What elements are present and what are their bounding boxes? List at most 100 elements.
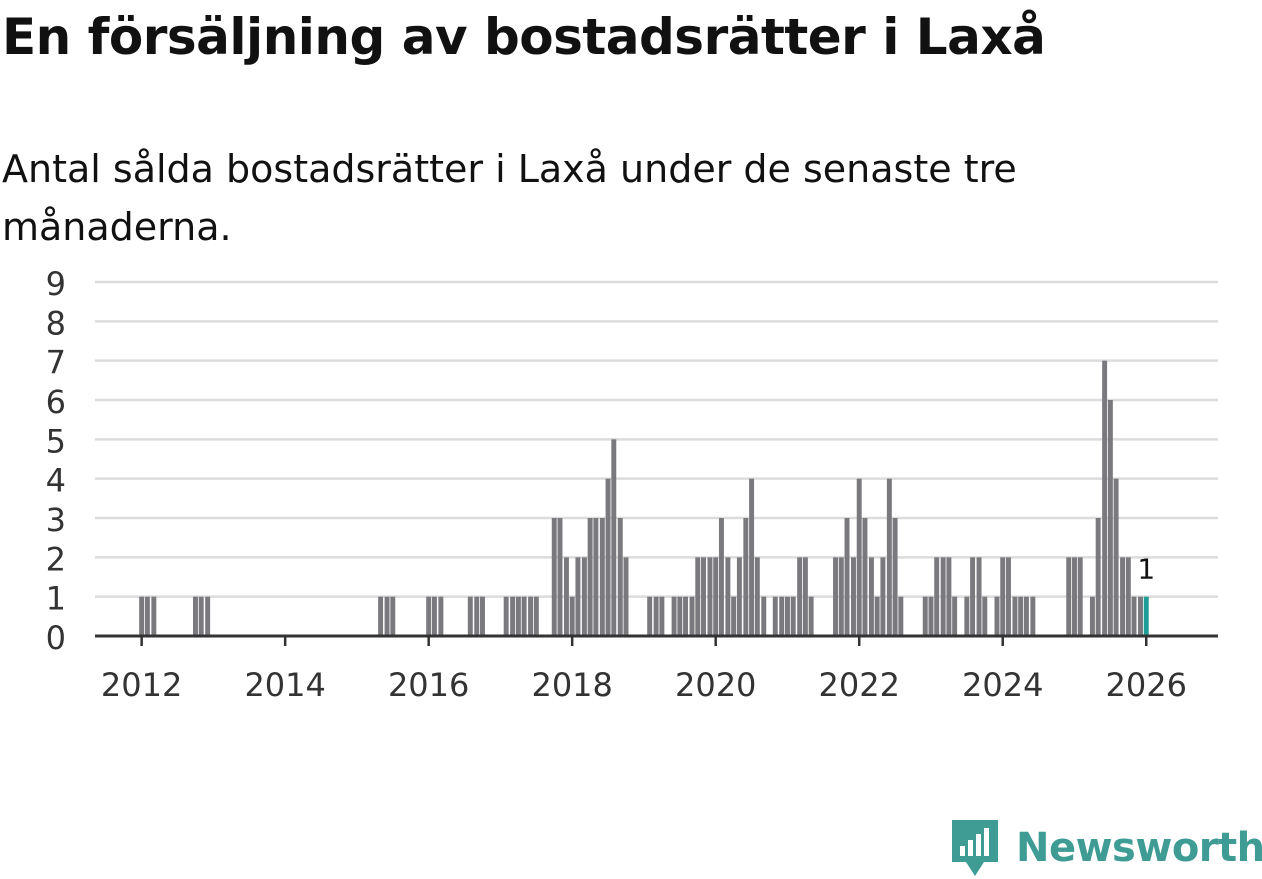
bar — [599, 518, 605, 636]
y-tick-label: 7 — [46, 344, 66, 382]
bar — [1005, 557, 1011, 636]
bar — [790, 596, 796, 636]
chart-subtitle: Antal sålda bostadsrätter i Laxå under d… — [2, 147, 1017, 249]
y-tick-label: 6 — [46, 383, 66, 421]
x-tick-label: 2020 — [675, 666, 756, 704]
bar — [982, 596, 988, 636]
y-tick-label: 5 — [46, 422, 66, 460]
bar — [605, 478, 611, 636]
bar — [874, 596, 880, 636]
bar — [970, 557, 976, 636]
bar — [754, 557, 760, 636]
bar — [390, 596, 396, 636]
bar — [743, 518, 749, 636]
bar — [808, 596, 814, 636]
bar — [617, 518, 623, 636]
bar — [510, 596, 516, 636]
x-tick-label: 2024 — [962, 666, 1043, 704]
bar — [533, 596, 539, 636]
bar — [1131, 596, 1137, 636]
bar — [647, 596, 653, 636]
bar — [856, 478, 862, 636]
bar — [718, 518, 724, 636]
bar — [503, 596, 509, 636]
bar — [384, 596, 390, 636]
bar — [976, 557, 982, 636]
bar — [1107, 400, 1113, 636]
y-tick-label: 3 — [46, 501, 66, 539]
bar — [144, 596, 150, 636]
x-tick-label: 2026 — [1106, 666, 1187, 704]
bar — [946, 557, 952, 636]
bar — [431, 596, 437, 636]
bar — [892, 518, 898, 636]
bar — [205, 596, 211, 636]
bar — [569, 596, 575, 636]
bar — [707, 557, 713, 636]
bar — [426, 596, 432, 636]
bar — [779, 596, 785, 636]
bar — [581, 557, 587, 636]
newsworthy-logo: Newsworthy — [950, 818, 1262, 878]
bar — [964, 596, 970, 636]
bar — [139, 596, 145, 636]
bars — [139, 360, 1149, 636]
bar — [1012, 596, 1018, 636]
bar — [659, 596, 665, 636]
newsworthy-logo-icon — [952, 820, 998, 876]
bar — [797, 557, 803, 636]
bar — [563, 557, 569, 636]
y-tick-label: 0 — [46, 619, 66, 657]
page-title: En försäljning av bostadsrätter i Laxå — [2, 8, 1046, 66]
bar — [922, 596, 928, 636]
bar — [1120, 557, 1126, 636]
x-tick-label: 2018 — [531, 666, 612, 704]
bar — [784, 596, 790, 636]
x-axis-ticks: 2012 2014 2016 2018 2020 2022 2024 2026 — [101, 636, 1187, 704]
bar — [474, 596, 480, 636]
bar — [886, 478, 892, 636]
y-tick-label: 4 — [46, 462, 66, 500]
bar — [1030, 596, 1036, 636]
bar — [575, 557, 581, 636]
y-tick-label: 8 — [46, 304, 66, 342]
bar — [928, 596, 934, 636]
bar — [862, 518, 868, 636]
bar — [1018, 596, 1024, 636]
bar — [880, 557, 886, 636]
annotations: 1 — [1137, 553, 1155, 586]
bar — [671, 596, 677, 636]
bar — [1023, 596, 1029, 636]
x-tick-label: 2014 — [244, 666, 325, 704]
bar — [1095, 518, 1101, 636]
bar — [689, 596, 695, 636]
bar — [611, 439, 617, 636]
bar — [438, 596, 444, 636]
bar — [1000, 557, 1006, 636]
bar — [1102, 360, 1108, 636]
bar — [593, 518, 599, 636]
bar — [551, 518, 557, 636]
bar — [833, 557, 839, 636]
bar — [198, 596, 204, 636]
bar — [1066, 557, 1072, 636]
bar — [749, 478, 755, 636]
x-tick-label: 2016 — [388, 666, 469, 704]
bar — [736, 557, 742, 636]
bar — [725, 557, 731, 636]
y-tick-label: 9 — [46, 265, 66, 303]
bar — [1113, 478, 1119, 636]
bar — [994, 596, 1000, 636]
bar — [701, 557, 706, 636]
bar-highlight — [1143, 596, 1149, 636]
bar — [844, 518, 850, 636]
bar — [683, 596, 689, 636]
bar — [1089, 596, 1095, 636]
bar — [952, 596, 958, 636]
bar — [934, 557, 940, 636]
bar — [378, 596, 384, 636]
data-label: 1 — [1137, 553, 1155, 586]
bar — [515, 596, 521, 636]
bar — [731, 596, 737, 636]
